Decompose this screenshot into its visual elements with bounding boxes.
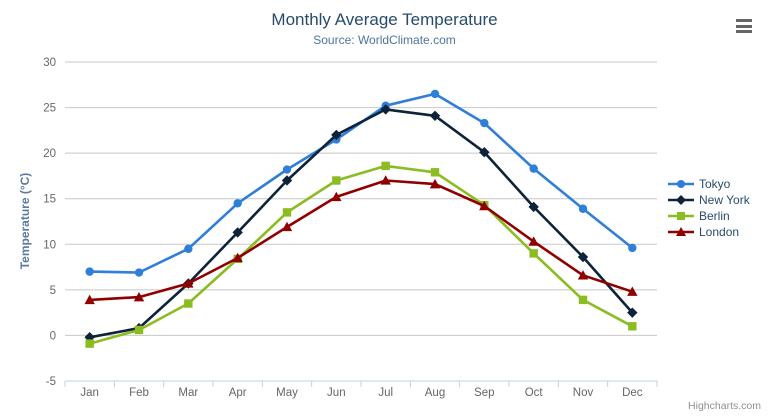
x-axis-label: Jul xyxy=(378,387,393,399)
x-axis-label: Mar xyxy=(178,387,198,399)
marker-tokyo[interactable] xyxy=(85,267,94,276)
hamburger-icon xyxy=(736,24,752,28)
marker-london[interactable] xyxy=(429,178,441,189)
y-axis-label: 15 xyxy=(43,194,56,206)
series-line-new-york xyxy=(88,108,634,339)
chart-title: Monthly Average Temperature xyxy=(271,10,498,29)
y-axis-label: 0 xyxy=(50,330,56,342)
marker-london[interactable] xyxy=(577,270,589,280)
marker-london[interactable] xyxy=(84,294,95,305)
marker-berlin[interactable] xyxy=(184,299,193,308)
marker-new-york[interactable] xyxy=(577,251,589,263)
marker-new-york[interactable] xyxy=(479,147,490,158)
marker-new-york[interactable] xyxy=(429,110,441,121)
marker-london[interactable] xyxy=(528,236,539,246)
x-axis-label: Jan xyxy=(80,387,99,399)
y-axis-label: 20 xyxy=(43,148,56,160)
series-line-london xyxy=(88,179,634,302)
hamburger-icon xyxy=(736,30,752,33)
legend-item-berlin[interactable]: Berlin xyxy=(668,208,750,224)
legend-marker-diamond-icon xyxy=(668,195,694,205)
marker-tokyo[interactable] xyxy=(578,204,588,213)
hamburger-icon xyxy=(736,19,752,22)
legend-item-tokyo[interactable]: Tokyo xyxy=(668,176,750,192)
y-axis-label: 25 xyxy=(43,103,56,115)
marker-london[interactable] xyxy=(380,175,391,185)
x-axis-label: Oct xyxy=(525,387,544,399)
legend: Tokyo New York Berlin London xyxy=(668,176,750,240)
x-axis-label: Jun xyxy=(327,387,346,399)
marker-berlin[interactable] xyxy=(85,339,94,348)
marker-london[interactable] xyxy=(331,191,342,202)
marker-tokyo[interactable] xyxy=(628,243,637,253)
marker-london[interactable] xyxy=(479,200,490,211)
x-axis-label: Apr xyxy=(229,387,247,399)
marker-berlin[interactable] xyxy=(430,168,440,177)
legend-label: New York xyxy=(699,193,750,207)
x-axis-label: Sep xyxy=(474,387,494,399)
x-axis-label: Nov xyxy=(573,387,594,399)
legend-marker-triangle-icon xyxy=(668,227,694,236)
marker-berlin[interactable] xyxy=(628,322,637,331)
legend-label: Berlin xyxy=(699,209,730,223)
marker-berlin[interactable] xyxy=(578,295,588,305)
marker-tokyo[interactable] xyxy=(430,89,440,99)
legend-label: London xyxy=(699,225,740,239)
marker-tokyo[interactable] xyxy=(529,164,538,173)
y-axis-label: 10 xyxy=(43,239,56,251)
x-axis-label: Feb xyxy=(129,387,149,399)
marker-london[interactable] xyxy=(133,291,145,302)
marker-tokyo[interactable] xyxy=(233,199,242,208)
marker-london[interactable] xyxy=(183,278,194,288)
legend-label: Tokyo xyxy=(699,177,731,191)
marker-new-york[interactable] xyxy=(380,104,391,115)
marker-berlin[interactable] xyxy=(529,249,538,258)
marker-new-york[interactable] xyxy=(331,129,342,141)
marker-berlin[interactable] xyxy=(332,176,341,185)
context-menu-button[interactable] xyxy=(735,18,753,34)
marker-new-york[interactable] xyxy=(528,201,539,213)
marker-berlin[interactable] xyxy=(381,161,390,171)
marker-new-york[interactable] xyxy=(232,227,243,238)
y-axis-label: 5 xyxy=(50,285,56,297)
y-axis-label: -5 xyxy=(46,376,56,388)
x-axis-label: Dec xyxy=(622,387,643,399)
y-axis-label: 30 xyxy=(43,57,56,69)
chart-subtitle: Source: WorldClimate.com xyxy=(313,33,456,47)
marker-tokyo[interactable] xyxy=(282,165,292,174)
marker-tokyo[interactable] xyxy=(184,244,193,254)
marker-berlin[interactable] xyxy=(134,325,144,335)
marker-london[interactable] xyxy=(627,286,638,296)
legend-marker-square-icon xyxy=(668,212,694,220)
marker-new-york[interactable] xyxy=(281,175,293,186)
series-line-berlin xyxy=(88,164,634,345)
legend-item-london[interactable]: London xyxy=(668,224,750,240)
marker-new-york[interactable] xyxy=(627,307,638,318)
marker-tokyo[interactable] xyxy=(134,268,144,277)
x-axis-label: Aug xyxy=(425,387,445,399)
marker-berlin[interactable] xyxy=(282,208,292,217)
credits-link[interactable]: Highcharts.com xyxy=(688,400,761,412)
marker-tokyo[interactable] xyxy=(480,118,489,128)
legend-item-new-york[interactable]: New York xyxy=(668,192,750,208)
marker-london[interactable] xyxy=(232,252,243,263)
marker-london[interactable] xyxy=(281,221,293,232)
legend-marker-circle-icon xyxy=(668,180,694,188)
x-axis-label: May xyxy=(276,387,298,399)
